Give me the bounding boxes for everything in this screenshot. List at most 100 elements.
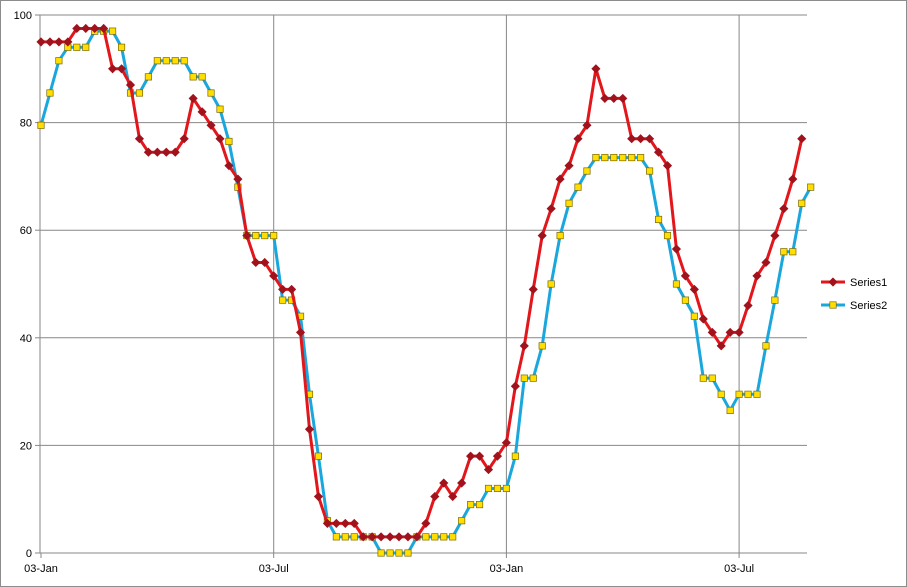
data-point-series1	[421, 518, 431, 528]
data-point-series1	[224, 161, 234, 171]
data-point-series2	[610, 154, 618, 162]
data-point-series1	[609, 93, 619, 103]
data-point-series1	[251, 257, 261, 268]
data-point-series2	[601, 154, 609, 162]
data-point-series1	[143, 147, 153, 157]
data-point-series1	[752, 271, 762, 281]
data-point-series1	[519, 341, 529, 351]
data-point-series1	[403, 532, 413, 542]
legend-marker-series2	[829, 301, 837, 309]
data-point-series1	[555, 174, 565, 184]
data-point-series1	[331, 518, 341, 528]
data-point-series2	[726, 406, 734, 414]
data-point-series1	[483, 465, 494, 475]
data-point-series2	[332, 533, 340, 541]
data-point-series1	[108, 64, 118, 74]
data-point-series2	[270, 232, 278, 240]
data-point-series2	[395, 549, 403, 557]
data-point-series2	[574, 183, 582, 191]
x-tick-label: 03-Jan	[490, 563, 524, 575]
data-point-series1	[645, 134, 655, 144]
data-point-series1	[170, 147, 180, 157]
data-point-series2	[619, 154, 627, 162]
data-point-series1	[725, 327, 735, 337]
data-point-series1	[448, 491, 458, 502]
data-point-series2	[646, 167, 654, 175]
y-tick-label: 20	[20, 440, 32, 452]
data-point-series1	[215, 134, 225, 144]
data-point-series2	[771, 296, 779, 304]
data-point-series1	[197, 107, 207, 117]
data-point-series2	[547, 280, 555, 288]
data-point-series1	[412, 532, 422, 542]
data-point-series1	[636, 134, 646, 144]
data-point-series2	[189, 73, 197, 81]
data-point-series2	[37, 121, 45, 129]
data-point-series1	[179, 134, 189, 144]
data-point-series1	[99, 23, 109, 34]
data-point-series1	[707, 327, 717, 337]
y-tick-label: 80	[20, 118, 32, 130]
data-point-series2	[350, 533, 358, 541]
data-point-series1	[206, 120, 216, 130]
data-point-series2	[144, 73, 152, 81]
data-point-series1	[125, 80, 136, 90]
data-point-series1	[45, 37, 55, 47]
data-point-series2	[55, 57, 63, 65]
data-point-series2	[109, 27, 117, 35]
data-point-series1	[116, 64, 127, 74]
data-point-series1	[662, 161, 673, 171]
data-point-series1	[797, 134, 807, 144]
data-point-series2	[762, 342, 770, 350]
data-point-series1	[627, 134, 637, 144]
data-point-series2	[279, 296, 287, 304]
data-point-series1	[322, 518, 332, 528]
data-point-series2	[637, 154, 645, 162]
data-point-series1	[510, 381, 520, 391]
data-point-series2	[699, 374, 707, 382]
data-point-series2	[180, 57, 188, 65]
data-point-series2	[73, 43, 81, 51]
data-point-series2	[628, 154, 636, 162]
data-point-series1	[385, 532, 395, 542]
data-point-series1	[788, 174, 798, 184]
x-tick-label: 03-Jul	[259, 563, 289, 575]
data-point-series1	[295, 327, 306, 337]
data-point-series1	[161, 147, 171, 157]
data-point-series1	[134, 134, 145, 144]
data-point-series1	[600, 93, 610, 103]
data-point-series2	[592, 154, 600, 162]
data-point-series1	[269, 271, 279, 281]
data-point-series2	[458, 517, 466, 525]
data-point-series2	[708, 374, 716, 382]
legend-label-series2: Series2	[850, 300, 887, 312]
data-point-series1	[474, 451, 485, 461]
data-point-series2	[162, 57, 170, 65]
data-point-series1	[501, 438, 511, 448]
data-point-series2	[449, 533, 457, 541]
data-point-series1	[537, 231, 547, 241]
data-point-series1	[618, 93, 628, 103]
data-point-series1	[671, 244, 682, 254]
legend-label-series1: Series1	[850, 277, 887, 289]
data-point-series1	[734, 327, 744, 337]
data-point-series1	[36, 37, 46, 47]
data-point-series2	[467, 501, 475, 509]
y-tick-label: 60	[20, 225, 32, 237]
data-point-series1	[152, 147, 162, 157]
data-point-series1	[716, 341, 726, 351]
y-tick-label: 40	[20, 333, 32, 345]
data-point-series2	[753, 390, 761, 398]
data-point-series2	[511, 452, 519, 460]
data-point-series2	[207, 89, 215, 97]
data-point-series1	[81, 23, 91, 34]
y-tick-label: 0	[26, 548, 32, 560]
data-point-series2	[135, 89, 144, 97]
data-point-series1	[63, 37, 73, 47]
data-point-series2	[681, 296, 689, 304]
data-point-series1	[233, 174, 243, 184]
data-point-series2	[341, 533, 349, 541]
data-point-series2	[654, 215, 663, 223]
data-point-series2	[807, 183, 815, 191]
